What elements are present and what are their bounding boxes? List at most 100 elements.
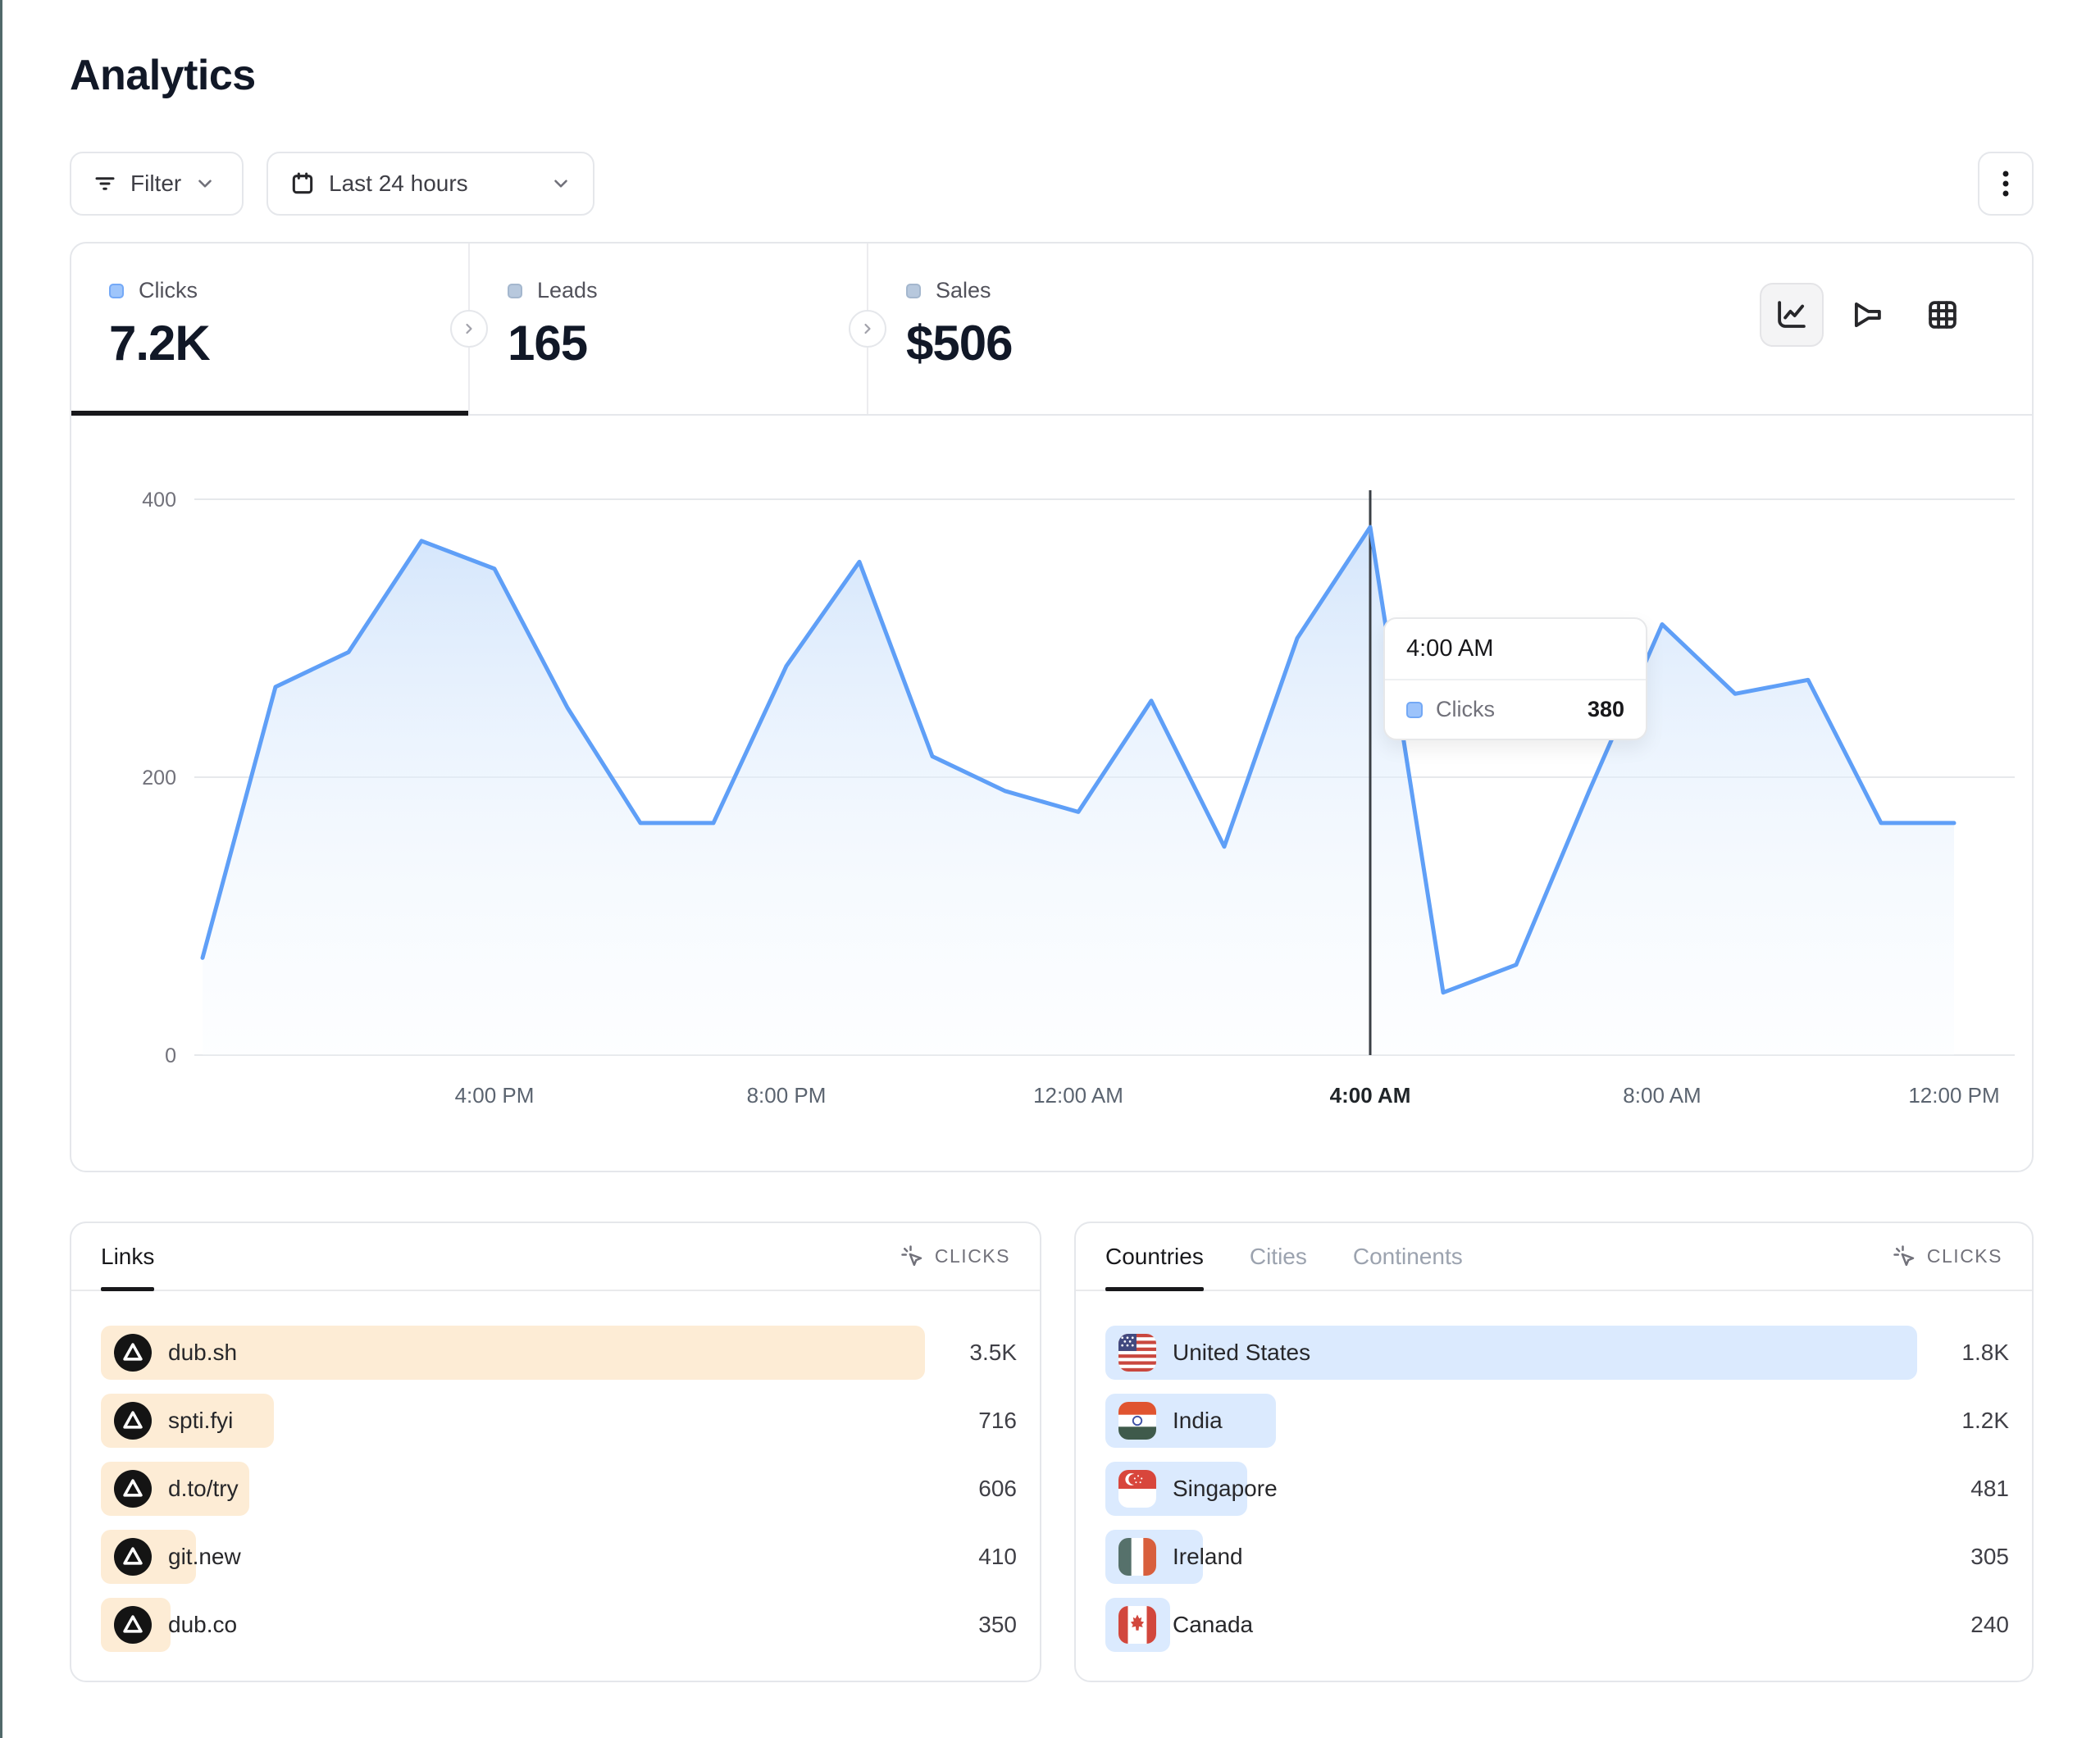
link-label: d.to/try	[168, 1476, 239, 1501]
bar-track: dub.sh	[101, 1326, 925, 1380]
links-tab-links[interactable]: Links	[101, 1223, 155, 1291]
country-flag-icon	[1118, 1334, 1156, 1372]
page-title: Analytics	[70, 52, 256, 99]
bar-track: Singapore	[1105, 1462, 1917, 1516]
link-label: dub.co	[168, 1612, 238, 1637]
tooltip-time: 4:00 AM	[1385, 619, 1646, 680]
filter-icon	[93, 171, 117, 196]
clicks-value: 410	[978, 1544, 1017, 1569]
countries-tab-cities[interactable]: Cities	[1249, 1243, 1307, 1269]
link-favicon	[114, 1606, 152, 1644]
value-bar	[1105, 1326, 1917, 1380]
country-row[interactable]: Canada 240	[1105, 1598, 2009, 1652]
cursor-click-icon	[1893, 1244, 1917, 1269]
clicks-value: 606	[978, 1476, 1017, 1501]
metric-label: Leads	[537, 278, 598, 303]
clicks-time-series-chart[interactable]: 0 200 400 4:00 PM 8:00 PM 12:00 AM 4:00 AM 8:00…	[71, 416, 2032, 1171]
table-view-toggle[interactable]	[1911, 283, 1975, 347]
chart-tooltip: 4:00 AM Clicks 380	[1383, 617, 1647, 740]
expand-sales-button[interactable]	[849, 310, 886, 348]
link-row[interactable]: dub.co 350	[101, 1598, 1017, 1652]
clicks-value: 240	[1970, 1612, 2009, 1637]
svg-text:12:00 PM: 12:00 PM	[1908, 1083, 1999, 1108]
countries-panel-header: Countries Cities Continents CLICKS	[1076, 1223, 2032, 1291]
line-chart-icon	[1778, 301, 1806, 328]
link-favicon	[114, 1470, 152, 1508]
svg-text:400: 400	[142, 489, 176, 512]
country-row[interactable]: United States 1.8K	[1105, 1326, 2009, 1380]
window-edge	[0, 0, 2, 1738]
countries-tab-countries[interactable]: Countries	[1105, 1223, 1204, 1291]
link-row[interactable]: git.new 410	[101, 1530, 1017, 1584]
dub-logo-icon	[114, 1334, 152, 1372]
sales-legend-square	[906, 283, 921, 298]
country-row[interactable]: Ireland 305	[1105, 1530, 2009, 1584]
clicks-value: 3.5K	[969, 1340, 1017, 1365]
clicks-value: 305	[1970, 1544, 2009, 1569]
link-favicon	[114, 1334, 152, 1372]
dub-logo-icon	[114, 1402, 152, 1440]
dub-logo-icon	[114, 1538, 152, 1576]
tab-clicks[interactable]: Clicks 7.2K	[71, 243, 468, 416]
chevron-right-icon	[864, 323, 871, 334]
country-row[interactable]: India 1.2K	[1105, 1394, 2009, 1448]
funnel-chart-icon	[1854, 302, 1881, 328]
tab-leads[interactable]: Leads 165	[470, 243, 867, 414]
country-flag-icon	[1118, 1606, 1156, 1644]
clicks-legend-square	[1406, 701, 1423, 718]
bar-track: spti.fyi	[101, 1394, 925, 1448]
links-metric-column[interactable]: CLICKS	[900, 1244, 1010, 1269]
chevron-right-icon	[466, 323, 472, 334]
kebab-menu-icon	[1993, 167, 2019, 200]
link-favicon	[114, 1402, 152, 1440]
country-label: Ireland	[1173, 1544, 1243, 1569]
filter-label: Filter	[130, 171, 182, 196]
countries-metric-label: CLICKS	[1926, 1245, 2002, 1267]
bar-track: Canada	[1105, 1598, 1917, 1652]
chart-type-toggle-group	[1760, 283, 1975, 347]
toolbar: Filter Last 24 hours	[70, 152, 2034, 216]
link-row[interactable]: dub.sh 3.5K	[101, 1326, 1017, 1380]
clicks-value: 1.2K	[1961, 1408, 2009, 1433]
date-range-button[interactable]: Last 24 hours	[266, 152, 594, 216]
svg-text:4:00 PM: 4:00 PM	[455, 1083, 535, 1108]
flag-us-icon	[1118, 1334, 1156, 1372]
date-range-label: Last 24 hours	[329, 171, 468, 196]
metric-label: Clicks	[139, 278, 198, 303]
clicks-value: 481	[1970, 1476, 2009, 1501]
svg-text:8:00 PM: 8:00 PM	[747, 1083, 827, 1108]
tooltip-series-label: Clicks	[1436, 697, 1495, 721]
countries-tab-continents[interactable]: Continents	[1352, 1243, 1463, 1269]
funnel-chart-toggle[interactable]	[1835, 283, 1899, 347]
bar-track: d.to/try	[101, 1462, 925, 1516]
countries-panel: Countries Cities Continents CLICKS United …	[1074, 1222, 2034, 1682]
country-row[interactable]: Singapore 481	[1105, 1462, 2009, 1516]
tab-sales[interactable]: Sales $506	[868, 243, 1265, 414]
link-row[interactable]: d.to/try 606	[101, 1462, 1017, 1516]
links-panel-header: Links CLICKS	[71, 1223, 1040, 1291]
metric-value: $506	[906, 316, 1013, 371]
dub-logo-icon	[114, 1470, 152, 1508]
metric-value: 7.2K	[109, 316, 211, 371]
links-metric-label: CLICKS	[934, 1245, 1010, 1267]
country-flag-icon	[1118, 1470, 1156, 1508]
flag-singapore-icon	[1118, 1470, 1156, 1508]
analytics-chart-card: Clicks 7.2K Leads 165 Sales	[70, 242, 2034, 1172]
link-label: dub.sh	[168, 1340, 238, 1365]
active-tab-underline	[71, 411, 468, 416]
countries-metric-column[interactable]: CLICKS	[1893, 1244, 2002, 1269]
bar-track: Ireland	[1105, 1530, 1917, 1584]
chevron-down-icon	[550, 173, 572, 194]
svg-text:8:00 AM: 8:00 AM	[1623, 1083, 1701, 1108]
metric-label: Sales	[936, 278, 991, 303]
filter-button[interactable]: Filter	[70, 152, 244, 216]
clicks-value: 350	[978, 1612, 1017, 1637]
links-panel: Links CLICKS dub.sh 3.5K spti.fyi 716 d.to/t…	[70, 1222, 1041, 1682]
link-row[interactable]: spti.fyi 716	[101, 1394, 1017, 1448]
more-options-button[interactable]	[1978, 152, 2034, 216]
metric-value: 165	[508, 316, 588, 371]
country-flag-icon	[1118, 1402, 1156, 1440]
expand-leads-button[interactable]	[450, 310, 488, 348]
link-favicon	[114, 1538, 152, 1576]
line-chart-toggle[interactable]	[1760, 283, 1824, 347]
